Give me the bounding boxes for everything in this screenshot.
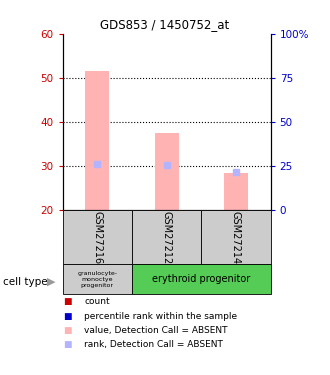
- Text: value, Detection Call = ABSENT: value, Detection Call = ABSENT: [84, 326, 228, 335]
- Text: percentile rank within the sample: percentile rank within the sample: [84, 312, 237, 321]
- Text: granulocyte-
monoctye
progenitor: granulocyte- monoctye progenitor: [77, 271, 117, 288]
- Bar: [63, 210, 132, 264]
- Text: rank, Detection Call = ABSENT: rank, Detection Call = ABSENT: [84, 340, 223, 349]
- Bar: [201, 210, 271, 264]
- Text: cell type: cell type: [3, 277, 48, 287]
- Text: ■: ■: [63, 326, 71, 335]
- Bar: [63, 264, 132, 294]
- Text: ▶: ▶: [47, 277, 55, 287]
- Text: GSM27212: GSM27212: [162, 211, 172, 264]
- Text: ■: ■: [63, 340, 71, 349]
- Text: GSM27214: GSM27214: [231, 211, 241, 264]
- Text: GDS853 / 1450752_at: GDS853 / 1450752_at: [100, 18, 230, 31]
- Bar: [224, 172, 248, 210]
- Bar: [154, 133, 179, 210]
- Bar: [85, 71, 110, 210]
- Text: GSM27216: GSM27216: [92, 211, 102, 264]
- Text: ■: ■: [63, 297, 71, 306]
- Text: erythroid progenitor: erythroid progenitor: [152, 274, 250, 284]
- Text: count: count: [84, 297, 110, 306]
- Bar: [132, 210, 201, 264]
- Text: ■: ■: [63, 312, 71, 321]
- Bar: [132, 264, 271, 294]
